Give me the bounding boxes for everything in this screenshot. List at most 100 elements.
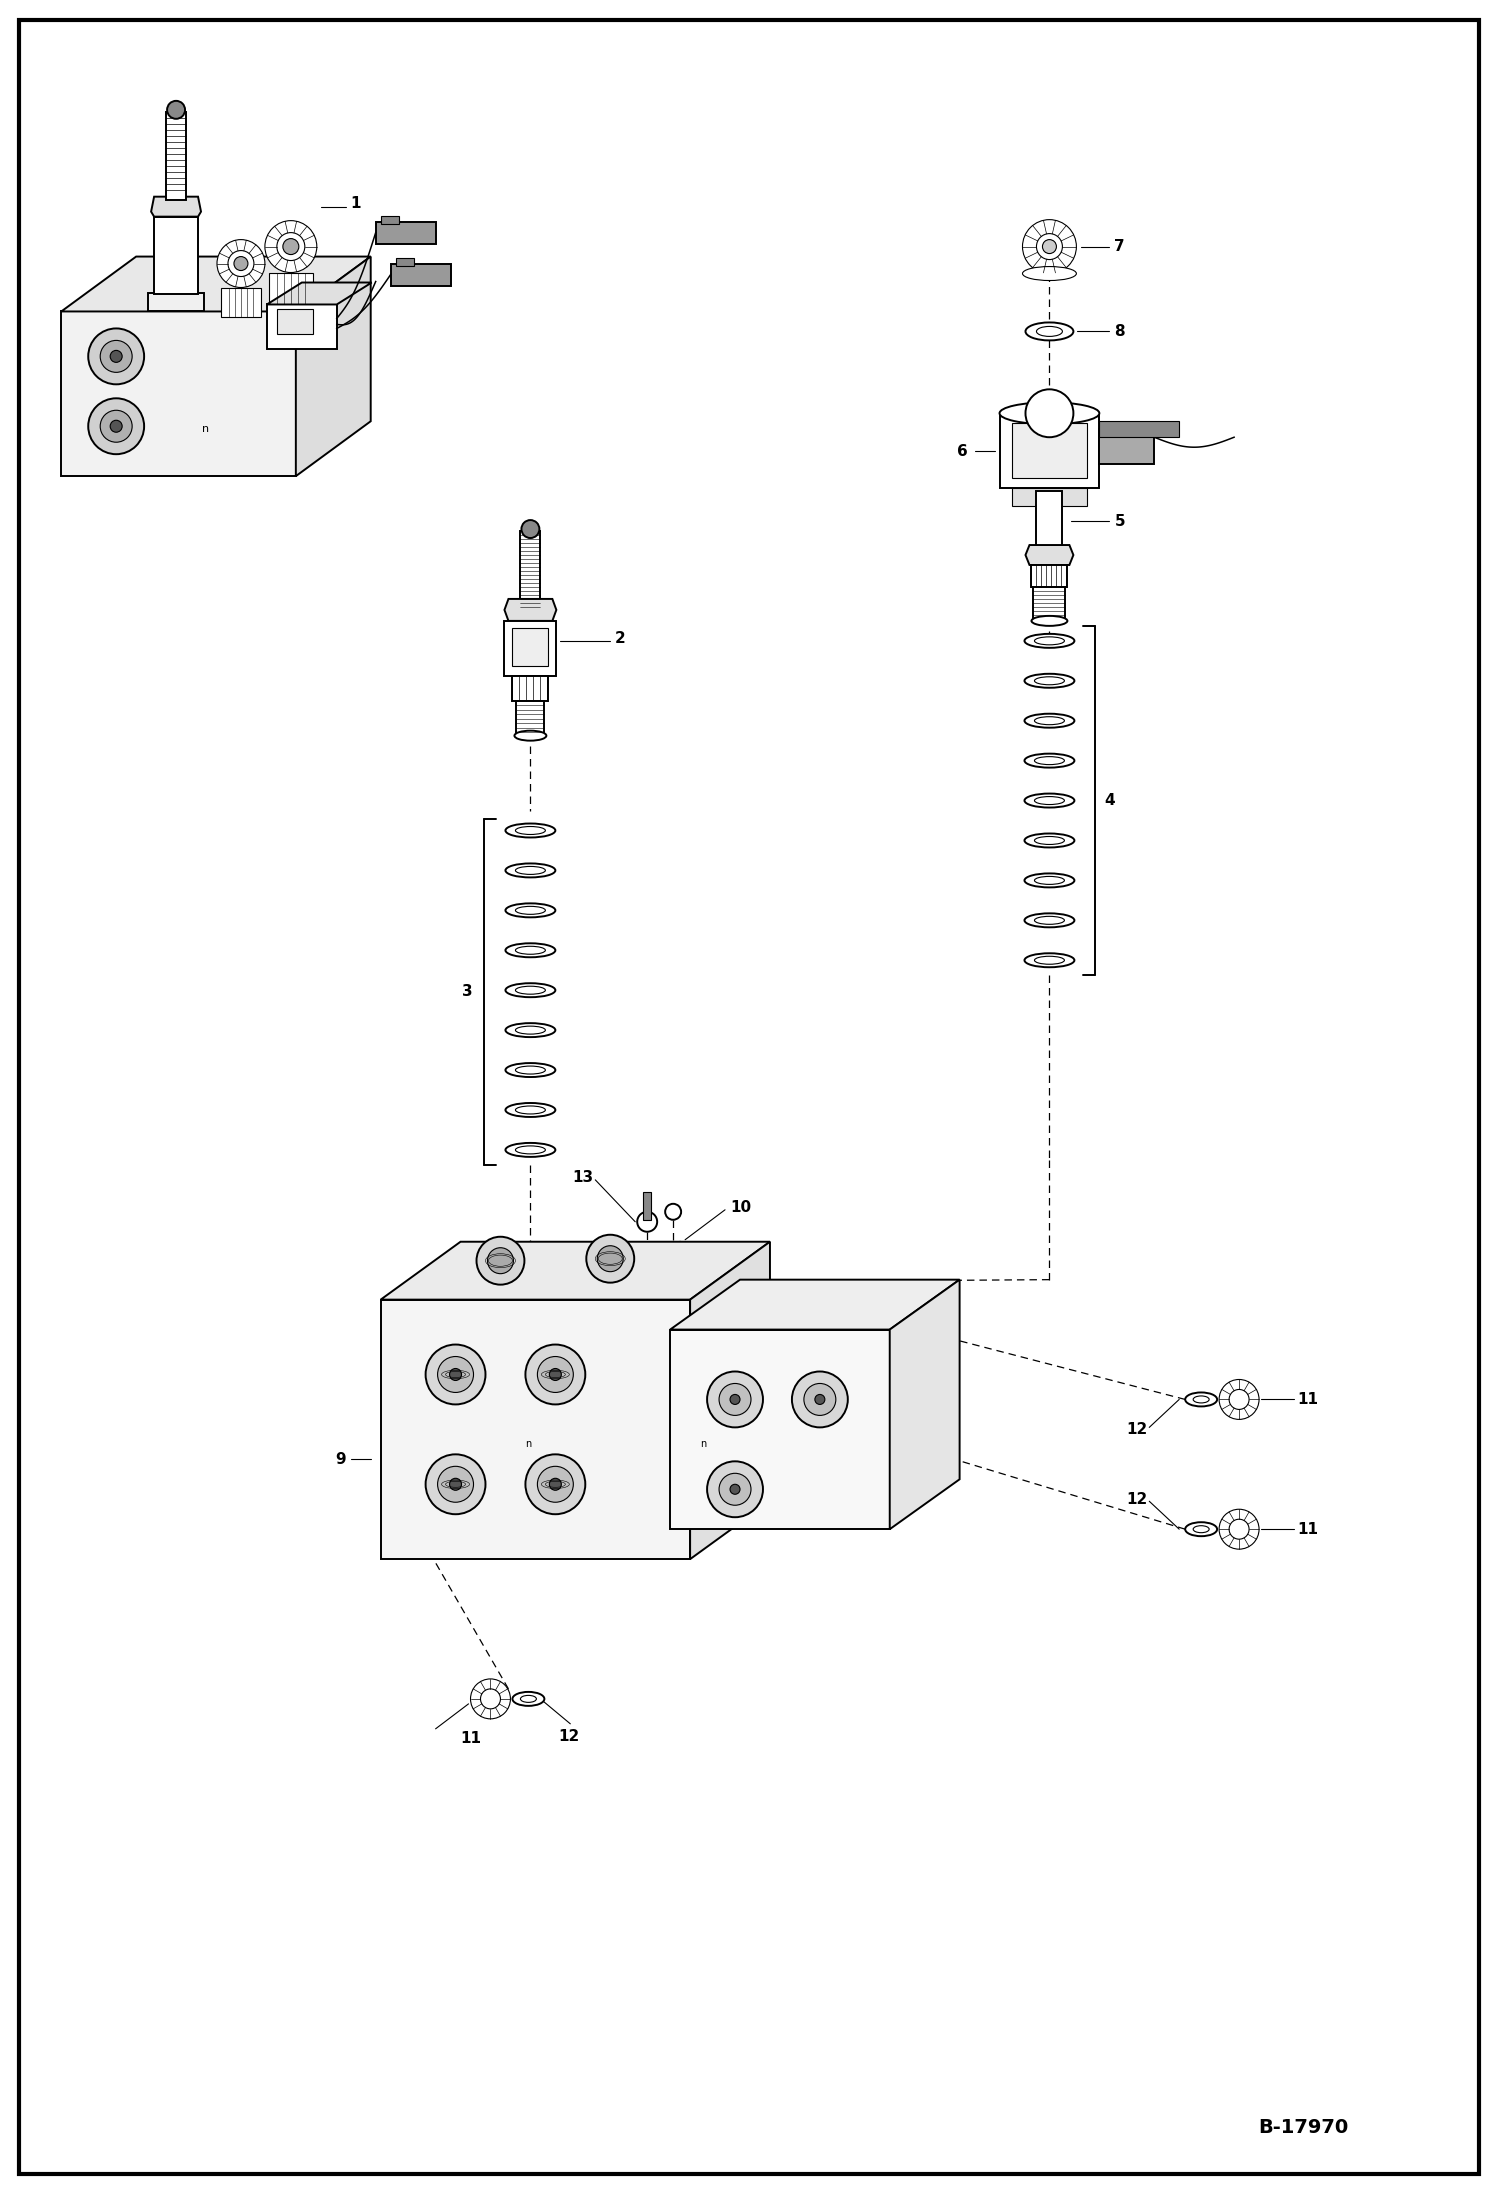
Ellipse shape	[1025, 794, 1074, 807]
Circle shape	[665, 1205, 682, 1220]
Circle shape	[637, 1211, 658, 1231]
Ellipse shape	[515, 827, 545, 834]
Circle shape	[804, 1384, 836, 1415]
Ellipse shape	[1025, 713, 1074, 728]
Bar	[517, 700, 544, 735]
Circle shape	[1037, 233, 1062, 259]
Circle shape	[550, 1369, 562, 1380]
Ellipse shape	[512, 1692, 544, 1707]
Bar	[222, 287, 261, 318]
Circle shape	[425, 1345, 485, 1404]
Text: 3: 3	[461, 983, 472, 998]
Ellipse shape	[1035, 676, 1065, 685]
Bar	[670, 1330, 890, 1529]
Ellipse shape	[514, 731, 547, 742]
Text: B-17970: B-17970	[1258, 2117, 1348, 2137]
Text: n: n	[202, 423, 210, 434]
Bar	[376, 222, 436, 244]
Circle shape	[1219, 1509, 1258, 1549]
Circle shape	[792, 1371, 848, 1428]
Polygon shape	[691, 1242, 770, 1560]
Bar	[166, 112, 186, 200]
Ellipse shape	[505, 1104, 556, 1117]
Text: 13: 13	[572, 1169, 593, 1185]
Ellipse shape	[505, 983, 556, 998]
Bar	[395, 257, 413, 265]
Polygon shape	[380, 1242, 770, 1299]
Polygon shape	[670, 1279, 960, 1330]
Text: 4: 4	[1104, 792, 1115, 807]
Ellipse shape	[1025, 873, 1074, 886]
Circle shape	[234, 257, 249, 270]
Circle shape	[707, 1371, 762, 1428]
Ellipse shape	[1035, 796, 1065, 805]
Bar	[1032, 566, 1068, 588]
Text: 9: 9	[336, 1452, 346, 1468]
Bar	[1037, 491, 1062, 555]
Ellipse shape	[1025, 634, 1074, 647]
Ellipse shape	[1035, 957, 1065, 963]
Ellipse shape	[515, 1145, 545, 1154]
Ellipse shape	[505, 943, 556, 957]
Circle shape	[526, 1345, 586, 1404]
Ellipse shape	[505, 1143, 556, 1156]
Polygon shape	[1026, 544, 1074, 566]
Circle shape	[487, 1248, 514, 1275]
Bar	[1011, 487, 1088, 507]
Circle shape	[1219, 1380, 1258, 1420]
Ellipse shape	[1025, 913, 1074, 928]
Circle shape	[425, 1455, 485, 1514]
Ellipse shape	[515, 906, 545, 915]
Bar	[520, 531, 541, 610]
Text: 2: 2	[616, 632, 626, 647]
Circle shape	[111, 421, 123, 432]
Text: 11: 11	[460, 1731, 481, 1746]
Bar	[643, 1191, 652, 1220]
Ellipse shape	[1035, 917, 1065, 924]
Text: 12: 12	[559, 1729, 580, 1744]
Polygon shape	[151, 197, 201, 217]
Ellipse shape	[1185, 1393, 1218, 1406]
Circle shape	[88, 329, 144, 384]
Ellipse shape	[1025, 753, 1074, 768]
Circle shape	[88, 399, 144, 454]
Polygon shape	[890, 1279, 960, 1529]
Ellipse shape	[1025, 952, 1074, 968]
Circle shape	[598, 1246, 623, 1273]
Circle shape	[437, 1356, 473, 1393]
Circle shape	[538, 1356, 574, 1393]
Polygon shape	[295, 257, 370, 476]
Polygon shape	[61, 257, 370, 312]
Ellipse shape	[1032, 617, 1068, 625]
Text: 8: 8	[1115, 325, 1125, 338]
Ellipse shape	[515, 946, 545, 954]
Circle shape	[265, 222, 316, 272]
Ellipse shape	[1194, 1395, 1209, 1402]
Circle shape	[1023, 219, 1077, 274]
Ellipse shape	[515, 987, 545, 994]
Circle shape	[168, 101, 186, 118]
Bar	[154, 217, 198, 294]
Text: 10: 10	[730, 1200, 750, 1215]
Circle shape	[815, 1395, 825, 1404]
Ellipse shape	[1035, 875, 1065, 884]
Text: 11: 11	[1297, 1523, 1318, 1536]
Polygon shape	[267, 283, 372, 305]
Bar	[512, 627, 548, 665]
Circle shape	[481, 1689, 500, 1709]
Ellipse shape	[505, 1022, 556, 1038]
Circle shape	[586, 1235, 634, 1283]
Circle shape	[277, 233, 304, 261]
Circle shape	[1228, 1389, 1249, 1409]
Ellipse shape	[505, 1064, 556, 1077]
Circle shape	[470, 1678, 511, 1718]
Bar	[999, 412, 1100, 487]
Circle shape	[449, 1369, 461, 1380]
Circle shape	[100, 410, 132, 443]
Ellipse shape	[515, 1027, 545, 1033]
Circle shape	[538, 1466, 574, 1503]
Circle shape	[730, 1395, 740, 1404]
Ellipse shape	[1026, 323, 1074, 340]
Polygon shape	[505, 599, 556, 621]
Bar	[277, 309, 313, 333]
